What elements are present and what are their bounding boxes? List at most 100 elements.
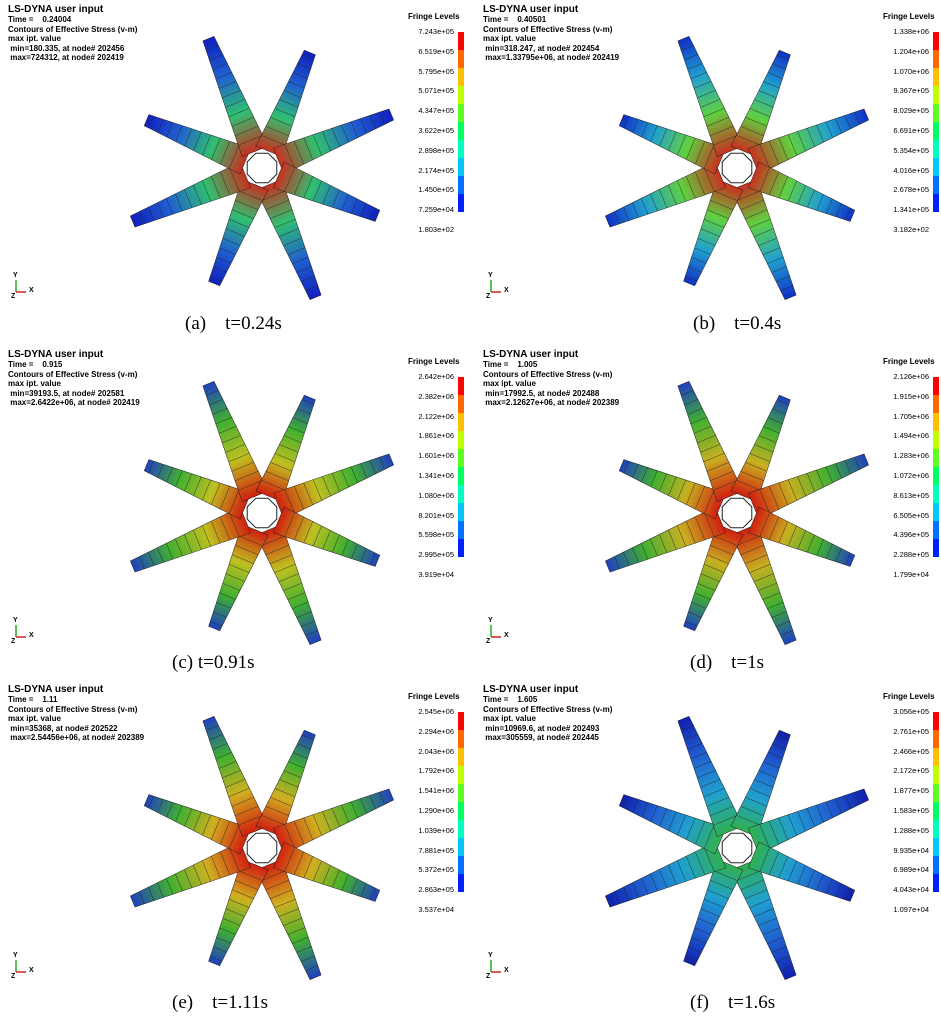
header-line: max ipt. value	[483, 379, 619, 389]
header-line: min=318.247, at node# 202454	[483, 44, 619, 54]
header-line: Contours of Effective Stress (v-m)	[8, 370, 140, 380]
fringe-title: Fringe Levels	[408, 692, 460, 701]
caption: (d) t=1s	[690, 652, 764, 674]
fringe-level: 1.070e+06	[869, 67, 929, 76]
hub	[247, 833, 277, 863]
triad-label: X	[29, 967, 34, 974]
header-line: min=35368, at node# 202522	[8, 724, 144, 734]
fringe-level: 5.071e+05	[394, 86, 454, 95]
fringe-level: 1.341e+06	[394, 471, 454, 480]
fringe-title: Fringe Levels	[408, 12, 460, 21]
colorbar-segment	[933, 467, 939, 485]
header: LS-DYNA user inputTime = 0.915Contours o…	[8, 349, 140, 408]
header: LS-DYNA user inputTime = 1.11Contours of…	[8, 684, 144, 743]
fringe-level: 1.341e+05	[869, 205, 929, 214]
triad-label: Z	[486, 293, 490, 300]
colorbar-segment	[458, 838, 464, 856]
colorbar-segment	[458, 68, 464, 86]
colorbar-segment	[458, 874, 464, 892]
colorbar-segment	[458, 104, 464, 122]
triad-label: Z	[11, 973, 15, 980]
fringe-level: 1.072e+06	[869, 471, 929, 480]
colorbar-segment	[933, 521, 939, 539]
fringe-level: 6.505e+05	[869, 511, 929, 520]
header-line: LS-DYNA user input	[483, 4, 619, 15]
fringe-level: 2.995e+05	[394, 550, 454, 559]
colorbar-segment	[458, 158, 464, 176]
triad-label: Y	[13, 617, 18, 624]
colorbar-segment	[933, 395, 939, 413]
colorbar-segment	[933, 194, 939, 212]
colorbar-segment	[458, 140, 464, 158]
fringe-level: 8.613e+05	[869, 491, 929, 500]
fringe-level: 1.541e+06	[394, 786, 454, 795]
header-line: max=2.54456e+06, at node# 202389	[8, 733, 144, 743]
colorbar-segment	[458, 766, 464, 784]
fringe-level: 2.172e+05	[869, 766, 929, 775]
colorbar-segment	[933, 413, 939, 431]
triad-label: Y	[13, 952, 18, 959]
header: LS-DYNA user inputTime = 0.40501Contours…	[483, 4, 619, 63]
caption: (c) t=0.91s	[172, 652, 254, 674]
fringe-level: 2.863e+05	[394, 885, 454, 894]
fringe-level: 4.043e+04	[869, 885, 929, 894]
fringe-title: Fringe Levels	[883, 357, 935, 366]
colorbar-segment	[933, 730, 939, 748]
fringe-level: 1.494e+06	[869, 431, 929, 440]
fringe-level: 2.466e+05	[869, 747, 929, 756]
header: LS-DYNA user inputTime = 1.605Contours o…	[483, 684, 612, 743]
fringe-level: 7.881e+05	[394, 846, 454, 855]
header-line: Time = 0.915	[8, 360, 140, 370]
hub	[722, 833, 752, 863]
hub	[722, 498, 752, 528]
fringe-level: 1.204e+06	[869, 47, 929, 56]
panel: LS-DYNA user inputTime = 1.605Contours o…	[475, 680, 941, 990]
caption: (e) t=1.11s	[172, 992, 268, 1014]
triad-label: X	[29, 287, 34, 294]
colorbar-segment	[458, 730, 464, 748]
fringe-level: 2.122e+06	[394, 412, 454, 421]
hub	[722, 153, 752, 183]
fringe-title: Fringe Levels	[408, 357, 460, 366]
fringe-level: 1.450e+05	[394, 185, 454, 194]
caption: (a) t=0.24s	[185, 313, 282, 335]
fringe-level: 2.174e+05	[394, 166, 454, 175]
header-line: max ipt. value	[8, 379, 140, 389]
header-line: Contours of Effective Stress (v-m)	[8, 705, 144, 715]
fringe-level: 7.259e+04	[394, 205, 454, 214]
header-line: LS-DYNA user input	[483, 349, 619, 360]
caption: (b) t=0.4s	[693, 313, 781, 335]
fringe-level: 9.367e+05	[869, 86, 929, 95]
colorbar-segment	[458, 32, 464, 50]
colorbar-segment	[933, 431, 939, 449]
header-line: Contours of Effective Stress (v-m)	[483, 25, 619, 35]
fringe-title: Fringe Levels	[883, 12, 935, 21]
fringe-level: 6.989e+04	[869, 865, 929, 874]
triad-label: Z	[486, 638, 490, 645]
header-line: LS-DYNA user input	[8, 349, 140, 360]
fringe-level: 2.382e+06	[394, 392, 454, 401]
triad-label: X	[504, 287, 509, 294]
colorbar-segment	[933, 485, 939, 503]
triad-label: Z	[486, 973, 490, 980]
colorbar-segment	[933, 784, 939, 802]
colorbar-segment	[458, 176, 464, 194]
panel: LS-DYNA user inputTime = 0.24004Contours…	[0, 0, 468, 310]
fringe-level: 1.338e+06	[869, 27, 929, 36]
colorbar-segment	[933, 86, 939, 104]
fringe-level: 5.372e+05	[394, 865, 454, 874]
colorbar-segment	[933, 158, 939, 176]
fringe-level: 3.622e+05	[394, 126, 454, 135]
fringe-level: 1.799e+04	[869, 570, 929, 579]
colorbar-segment	[933, 838, 939, 856]
header-line: max=724312, at node# 202419	[8, 53, 137, 63]
colorbar-segment	[458, 86, 464, 104]
colorbar-segment	[933, 50, 939, 68]
fringe-level: 1.288e+05	[869, 826, 929, 835]
header-line: max=2.12627e+06, at node# 202389	[483, 398, 619, 408]
colorbar-segment	[458, 748, 464, 766]
hub	[247, 498, 277, 528]
header-line: max ipt. value	[8, 34, 137, 44]
caption: (f) t=1.6s	[690, 992, 775, 1014]
fringe-level: 1.290e+06	[394, 806, 454, 815]
